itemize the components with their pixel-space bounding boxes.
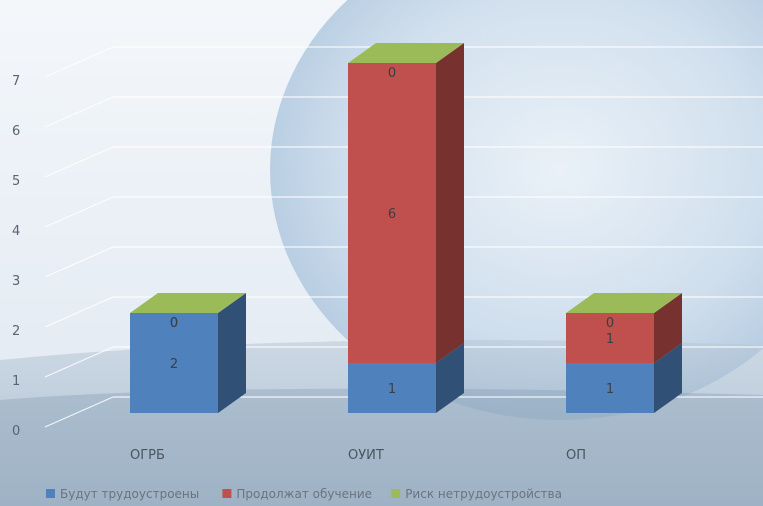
legend-item: Продолжат обучение bbox=[222, 487, 372, 501]
data-label: 0 bbox=[170, 316, 178, 331]
bar-segment: 1 bbox=[566, 343, 682, 413]
x-axis: ОГРБ ОУИТ ОП bbox=[130, 448, 586, 463]
legend-label: Продолжат обучение bbox=[236, 487, 372, 501]
bar-segment: 0 bbox=[388, 66, 396, 81]
legend-item: Будут трудоустроены bbox=[46, 487, 199, 501]
y-tick-label: 4 bbox=[12, 224, 20, 239]
y-tick-label: 2 bbox=[12, 324, 20, 339]
bar-top bbox=[130, 293, 246, 313]
data-label: 0 bbox=[388, 66, 396, 81]
bar-segment: 0 bbox=[606, 316, 614, 331]
bar-top bbox=[348, 43, 464, 63]
bar-front bbox=[348, 63, 436, 363]
bar-segment: 1 bbox=[348, 343, 464, 413]
x-category-label: ОУИТ bbox=[348, 448, 384, 463]
gridline-diagonal bbox=[44, 346, 114, 378]
y-tick-label: 6 bbox=[12, 124, 20, 139]
y-tick-label: 1 bbox=[12, 374, 20, 389]
legend-label: Будут трудоустроены bbox=[60, 487, 199, 501]
bar-side bbox=[218, 293, 246, 413]
data-label: 1 bbox=[606, 382, 614, 397]
data-label: 0 bbox=[606, 316, 614, 331]
y-axis: 0 1 2 3 4 5 6 7 bbox=[12, 74, 20, 439]
bar-segment: 1 bbox=[566, 293, 682, 363]
legend-swatch bbox=[391, 489, 401, 498]
legend-swatch bbox=[222, 489, 232, 498]
bar-segment: 0 bbox=[170, 316, 178, 331]
legend-label: Риск нетрудоустройства bbox=[405, 487, 562, 501]
data-label: 6 bbox=[388, 207, 396, 222]
gridline-diagonal bbox=[44, 296, 114, 328]
gridline-diagonal bbox=[44, 46, 114, 78]
bar-top bbox=[566, 293, 682, 313]
bar-side bbox=[654, 343, 682, 413]
bar-side bbox=[436, 43, 464, 363]
bar-front bbox=[566, 363, 654, 413]
gridline-diagonal bbox=[44, 396, 114, 428]
bar-front bbox=[130, 313, 218, 413]
y-tick-label: 3 bbox=[12, 274, 20, 289]
bar-segment: 2 bbox=[130, 293, 246, 413]
data-label: 1 bbox=[606, 332, 614, 347]
bar-side bbox=[654, 293, 682, 363]
bar-side bbox=[436, 343, 464, 413]
legend-swatch bbox=[46, 489, 55, 498]
x-category-label: ОГРБ bbox=[130, 448, 165, 463]
gridline-diagonal bbox=[44, 196, 114, 228]
bar-segment: 6 bbox=[348, 43, 464, 363]
y-tick-label: 5 bbox=[12, 174, 20, 189]
legend: Будут трудоустроены Продолжат обучение Рис… bbox=[46, 487, 562, 501]
data-label: 0 bbox=[170, 316, 178, 331]
data-label: 2 bbox=[170, 357, 178, 372]
data-label: 1 bbox=[388, 382, 396, 397]
gridline-diagonal bbox=[44, 246, 114, 278]
legend-item: Риск нетрудоустройства bbox=[391, 487, 562, 501]
y-tick-label: 7 bbox=[12, 74, 20, 89]
bar-front bbox=[566, 313, 654, 363]
y-tick-label: 0 bbox=[12, 424, 20, 439]
gridline-diagonal bbox=[44, 96, 114, 128]
x-category-label: ОП bbox=[566, 448, 586, 463]
bar-segment: 0 bbox=[170, 316, 178, 331]
gridline-diagonal bbox=[44, 146, 114, 178]
bar-front bbox=[348, 363, 436, 413]
